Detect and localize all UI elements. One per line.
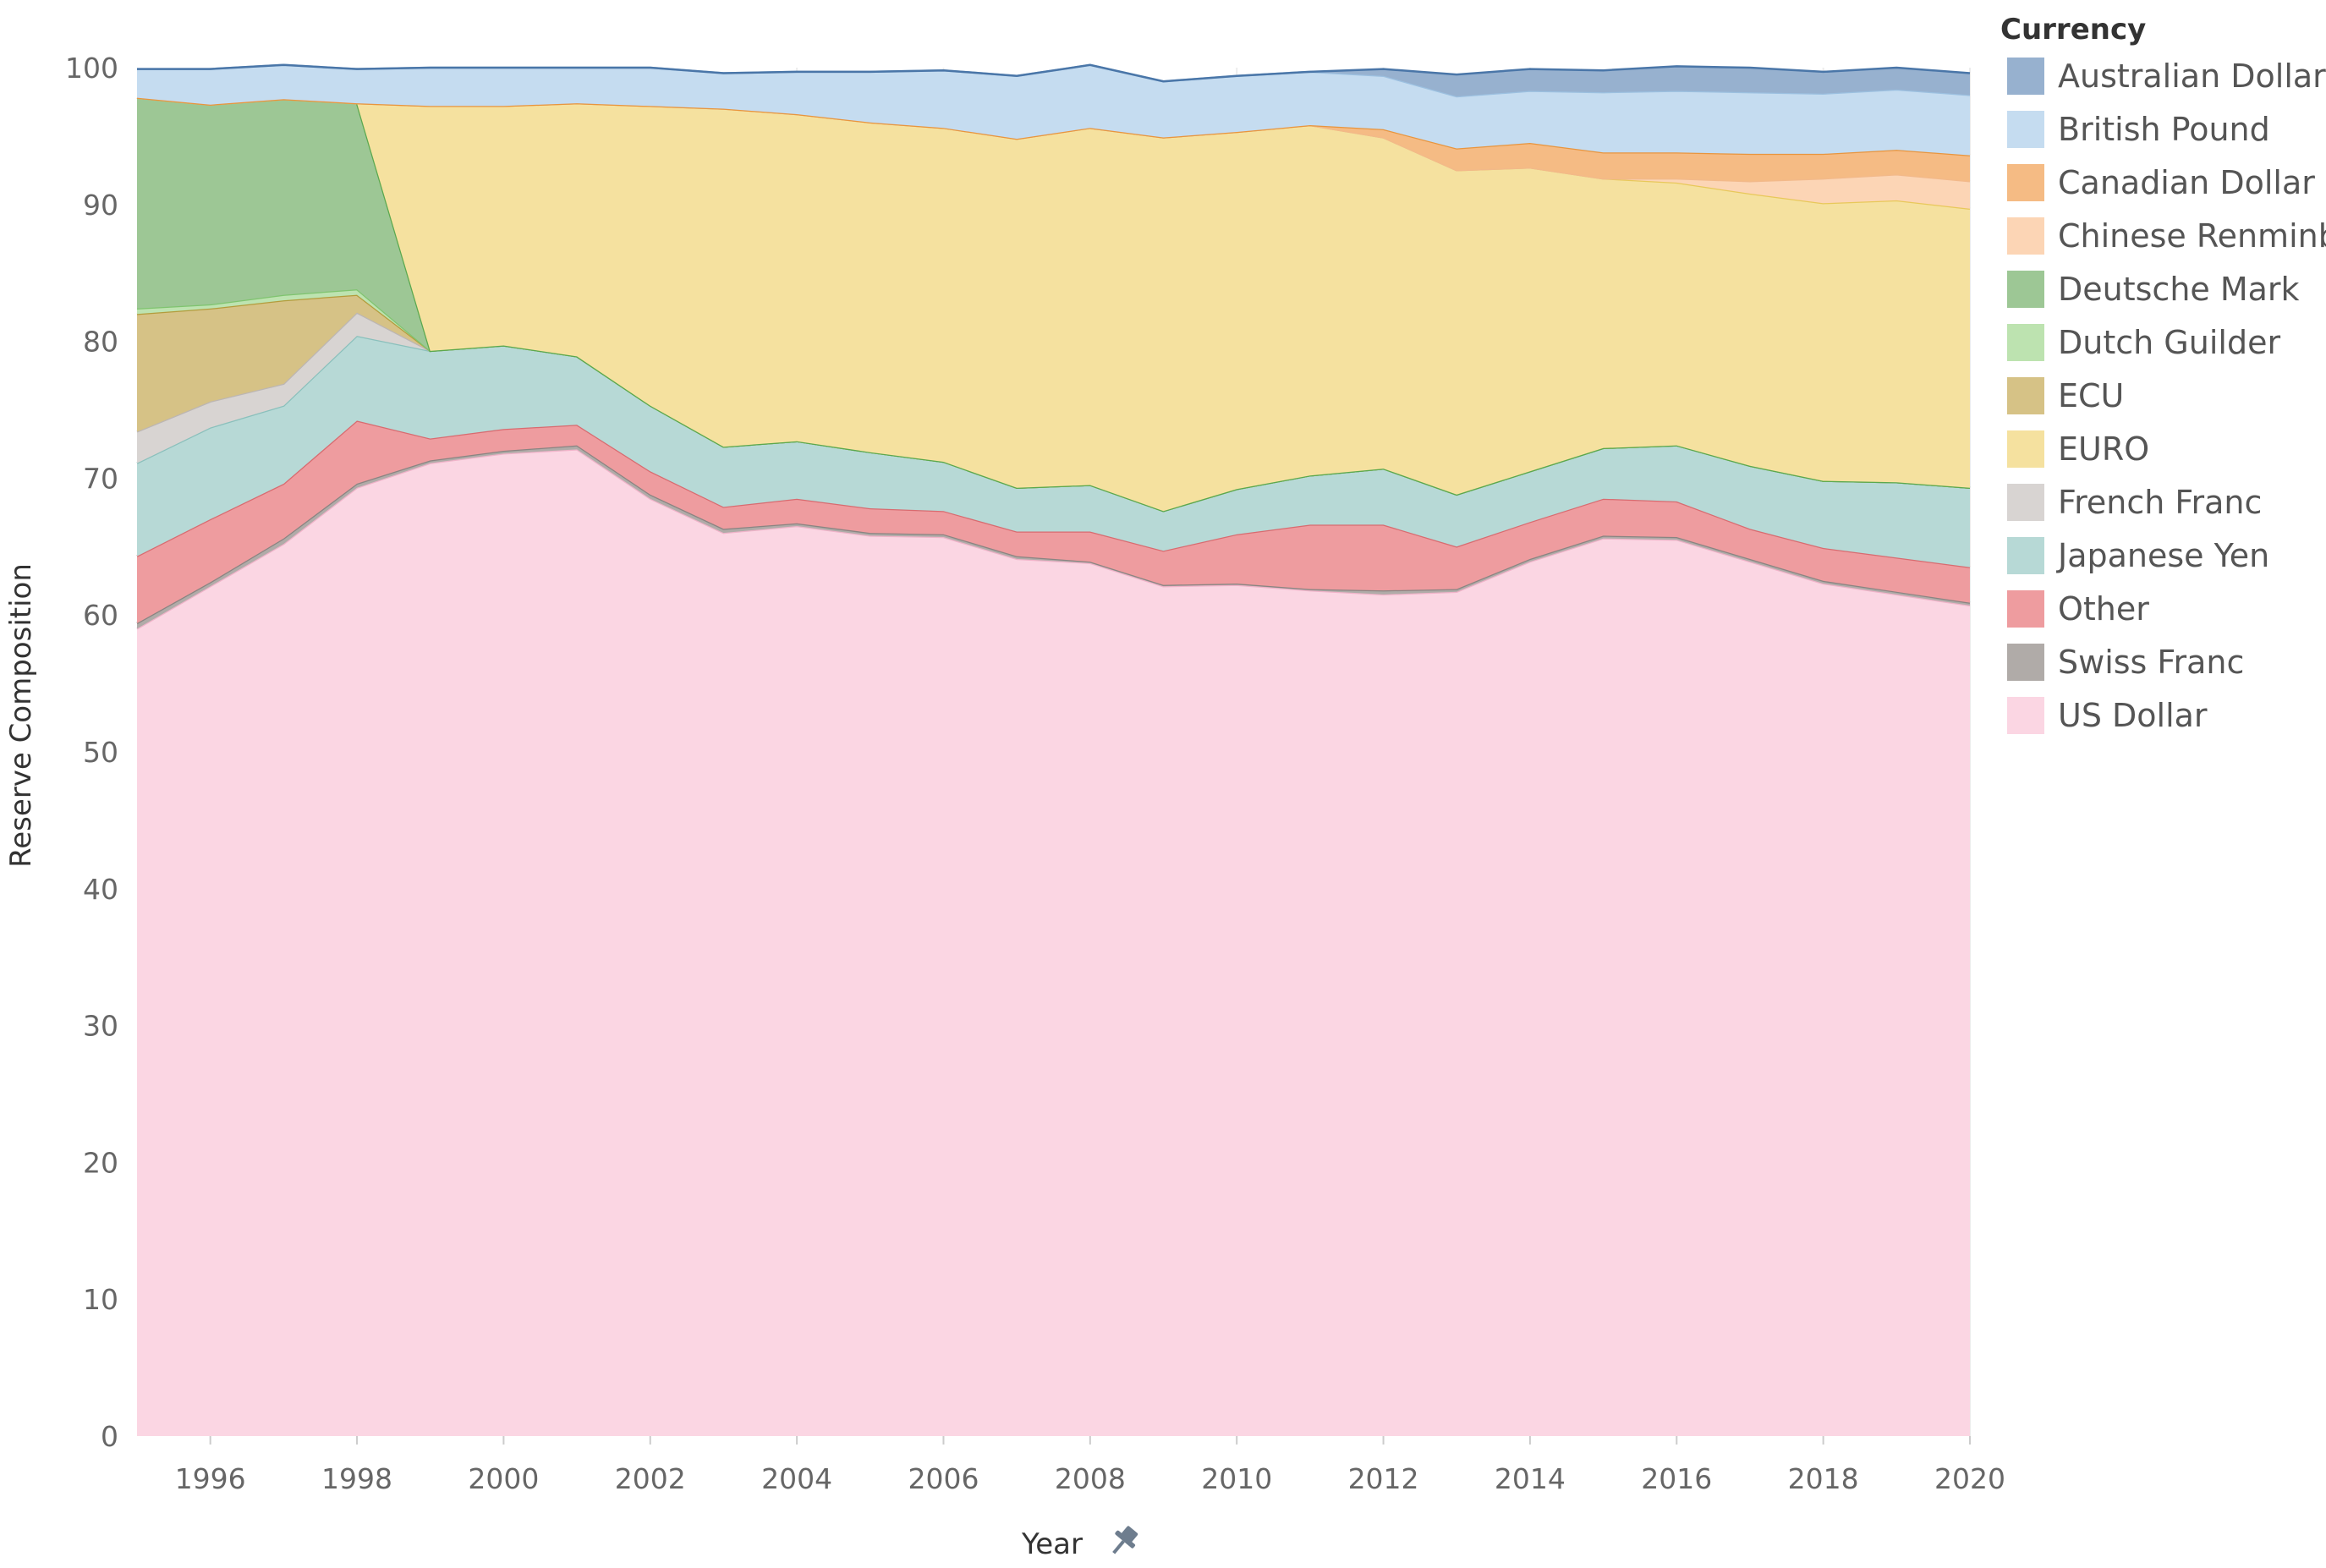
area-us-dollar [137, 449, 1970, 1436]
legend-swatch [2007, 111, 2044, 148]
x-tick-label: 2016 [1641, 1462, 1712, 1495]
legend-swatch [2007, 58, 2044, 95]
legend-item[interactable]: Japanese Yen [2007, 537, 2269, 574]
area-euro [137, 97, 1970, 512]
legend-label: Other [2058, 590, 2149, 628]
y-tick-label: 60 [83, 599, 118, 632]
x-tick-label: 2006 [908, 1462, 979, 1495]
legend-label: Dutch Guilder [2058, 324, 2280, 361]
legend-swatch [2007, 430, 2044, 468]
y-tick-label: 0 [101, 1420, 118, 1453]
legend-item[interactable]: French Franc [2007, 484, 2262, 521]
legend-item[interactable]: US Dollar [2007, 697, 2208, 734]
legend-swatch [2007, 324, 2044, 361]
legend-label: EURO [2058, 430, 2149, 468]
legend-item[interactable]: Deutsche Mark [2007, 271, 2300, 308]
x-axis-ticks: 1996 1998 2000 2002 2004 2006 2008 2010 2012 2014… [175, 1436, 2005, 1495]
y-tick-label: 40 [83, 873, 118, 906]
x-tick-label: 2014 [1495, 1462, 1566, 1495]
area-british-pound [137, 64, 1970, 156]
legend-label: Chinese Renminbi [2058, 217, 2326, 255]
legend-label: Japanese Yen [2056, 537, 2269, 574]
legend-label: Swiss Franc [2058, 644, 2244, 681]
y-tick-label: 20 [83, 1146, 118, 1179]
y-tick-label: 80 [83, 326, 118, 359]
x-tick-label: 2020 [1934, 1462, 2005, 1495]
area-deutsche-mark [137, 97, 1970, 512]
x-tick-label: 1998 [321, 1462, 392, 1495]
y-tick-label: 50 [83, 736, 118, 769]
legend-swatch [2007, 697, 2044, 734]
legend-label: British Pound [2058, 111, 2270, 148]
area-swiss-franc [137, 445, 1970, 629]
legend-label: ECU [2058, 377, 2124, 414]
legend-swatch [2007, 164, 2044, 201]
y-axis-ticks: 0 10 20 30 40 50 60 70 80 90 100 [65, 52, 118, 1453]
area-other [137, 420, 1970, 623]
y-tick-label: 30 [83, 1010, 118, 1043]
y-axis-title: Reserve Composition [4, 563, 38, 868]
area-edge-australian-dollar [137, 63, 1971, 83]
legend-swatch [2007, 484, 2044, 521]
legend-label: Canadian Dollar [2058, 164, 2315, 201]
area-australian-dollar [137, 64, 1970, 96]
legend-label: Deutsche Mark [2058, 271, 2300, 308]
x-tick-label: 2008 [1055, 1462, 1126, 1495]
legend: Australian Dollar British Pound Canadian D… [2007, 58, 2326, 734]
stacked-areas [136, 63, 1971, 1436]
legend-swatch [2007, 590, 2044, 628]
area-ecu [137, 294, 1970, 512]
legend-item[interactable]: British Pound [2007, 111, 2270, 148]
legend-item[interactable]: EURO [2007, 430, 2149, 468]
legend-item[interactable]: Dutch Guilder [2007, 324, 2280, 361]
x-tick-label: 2002 [615, 1462, 686, 1495]
legend-label: US Dollar [2058, 697, 2208, 734]
x-tick-label: 2004 [761, 1462, 832, 1495]
legend-item[interactable]: Canadian Dollar [2007, 164, 2315, 201]
legend-item[interactable]: Swiss Franc [2007, 644, 2244, 681]
legend-item[interactable]: ECU [2007, 377, 2124, 414]
legend-label: French Franc [2058, 484, 2262, 521]
legend-item[interactable]: Chinese Renminbi [2007, 217, 2326, 255]
legend-label: Australian Dollar [2058, 58, 2326, 95]
y-tick-label: 100 [65, 52, 118, 85]
x-tick-label: 1996 [175, 1462, 246, 1495]
pin-icon[interactable] [1105, 1522, 1143, 1561]
legend-item[interactable]: Other [2007, 590, 2149, 628]
x-tick-label: 2012 [1348, 1462, 1419, 1495]
y-tick-label: 70 [83, 462, 118, 495]
x-tick-label: 2018 [1788, 1462, 1859, 1495]
legend-title: Currency [2000, 13, 2146, 47]
area-japanese-yen [137, 336, 1970, 567]
legend-swatch [2007, 271, 2044, 308]
legend-item[interactable]: Australian Dollar [2007, 58, 2326, 95]
area-canadian-dollar [137, 97, 1970, 182]
x-tick-label: 2000 [468, 1462, 539, 1495]
area-chinese-renminbi [137, 97, 1970, 209]
y-tick-label: 10 [83, 1283, 118, 1316]
x-tick-label: 2010 [1201, 1462, 1272, 1495]
legend-swatch [2007, 537, 2044, 574]
legend-swatch [2007, 377, 2044, 414]
legend-swatch [2007, 217, 2044, 255]
y-tick-label: 90 [83, 189, 118, 222]
legend-swatch [2007, 644, 2044, 681]
x-axis-title: Year [1021, 1527, 1083, 1561]
